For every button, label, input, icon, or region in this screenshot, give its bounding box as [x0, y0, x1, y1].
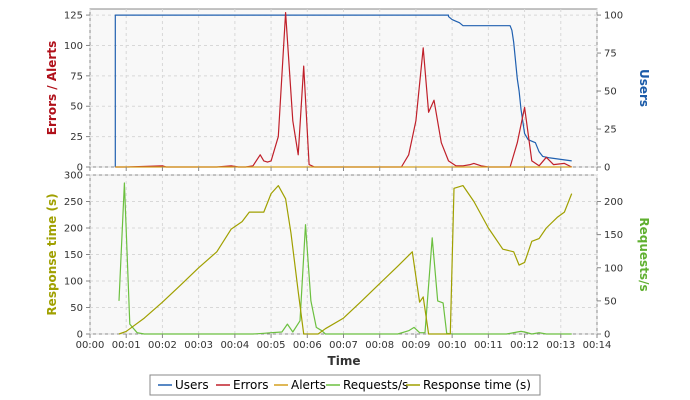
x-tick-label: 00:05	[257, 340, 286, 351]
x-tick-label: 00:01	[112, 340, 141, 351]
x-tick-label: 00:11	[474, 340, 503, 351]
x-tick-label: 00:06	[293, 340, 322, 351]
legend-item: Users	[158, 378, 209, 392]
x-tick-label: 00:13	[546, 340, 575, 351]
legend-label: Requests/s	[343, 378, 408, 392]
legend-item: Errors	[216, 378, 269, 392]
bottom-left-tick-label: 50	[70, 303, 83, 314]
response-requests-chart: 0 50 100 150 200 250 300 0 50 100 150 200 Response t…	[45, 171, 651, 341]
legend-label: Response time (s)	[423, 378, 531, 392]
top-left-tick-label: 125	[64, 11, 83, 22]
x-tick-label: 00:10	[438, 340, 467, 351]
x-tick-label: 00:14	[583, 340, 612, 351]
top-right-tick-label: 75	[604, 49, 617, 60]
legend-item: Requests/s	[326, 378, 408, 392]
bottom-left-tick-label: 0	[77, 330, 83, 341]
x-tick-label: 00:00	[76, 340, 105, 351]
bottom-right-tick-label: 100	[604, 263, 623, 274]
top-left-tick-label: 50	[70, 102, 83, 113]
response-time-s-series-line	[118, 185, 573, 335]
bottom-left-tick-label: 100	[64, 277, 83, 288]
legend-item: Alerts	[274, 378, 326, 392]
users-series-line	[114, 14, 572, 167]
x-tick-label: 00:09	[402, 340, 431, 351]
top-left-tick-label: 75	[70, 71, 83, 82]
top-right-tick-label: 50	[604, 87, 617, 98]
x-tick-label: 00:08	[365, 340, 394, 351]
top-right-tick-label: 0	[604, 163, 610, 174]
top-right-axis-title: Users	[637, 69, 651, 107]
top-right-tick-label: 25	[604, 125, 617, 136]
legend-label: Errors	[233, 378, 269, 392]
x-tick-label: 00:02	[148, 340, 177, 351]
top-right-tick-label: 100	[604, 11, 623, 22]
time-x-axis: 00:00 00:01 00:02 00:03 00:04 00:05 00:06 00:07…	[76, 167, 612, 368]
chart-legend: Users Errors Alerts Requests/s Response time…	[149, 374, 541, 396]
top-left-axis-title: Errors / Alerts	[45, 41, 59, 135]
bottom-left-tick-label: 250	[64, 197, 83, 208]
bottom-left-tick-label: 200	[64, 224, 83, 235]
bottom-left-axis-title: Response time (s)	[45, 193, 59, 315]
legend-label: Users	[175, 378, 209, 392]
x-tick-label: 00:04	[220, 340, 249, 351]
x-tick-label: 00:03	[184, 340, 213, 351]
x-tick-label: 00:12	[510, 340, 539, 351]
legend-label: Alerts	[291, 378, 326, 392]
top-left-tick-label: 25	[70, 132, 83, 143]
bottom-right-axis-title: Requests/s	[637, 217, 651, 291]
legend-box	[149, 374, 541, 396]
bottom-left-tick-label: 300	[64, 171, 83, 182]
top-left-tick-label: 0	[77, 163, 83, 174]
bottom-right-tick-label: 150	[604, 230, 623, 241]
bottom-left-tick-label: 150	[64, 250, 83, 261]
x-axis-title: Time	[328, 354, 361, 368]
bottom-right-tick-label: 50	[604, 296, 617, 307]
x-tick-label: 00:07	[329, 340, 358, 351]
legend-item: Response time (s)	[406, 378, 531, 392]
bottom-right-tick-label: 200	[604, 197, 623, 208]
users-errors-chart: 0 25 50 75 100 125 0 25 50 75 100 Errors / Alerts Us…	[45, 8, 651, 174]
top-left-tick-label: 100	[64, 41, 83, 52]
bottom-right-tick-label: 0	[604, 330, 610, 341]
